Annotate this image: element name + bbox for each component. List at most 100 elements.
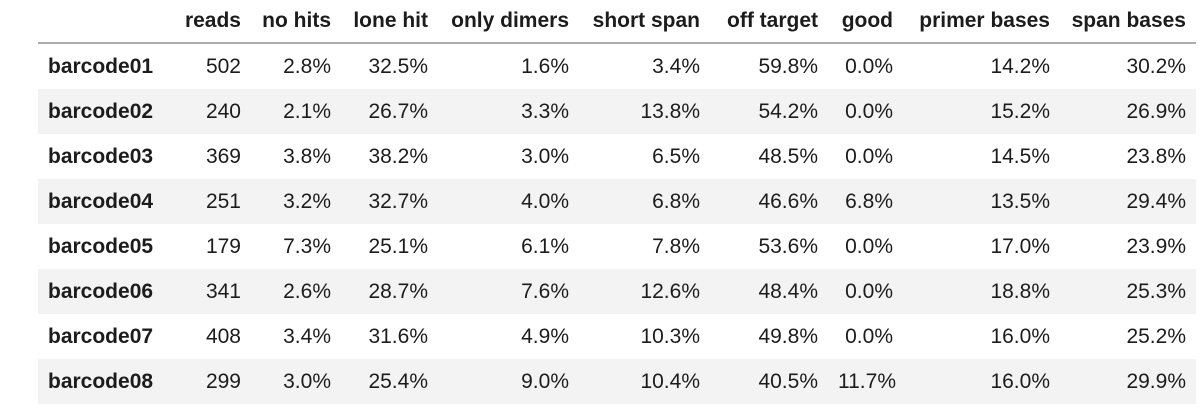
cell-only-dimers: 6.1% (521, 235, 569, 258)
cell-reads: 341 (205, 280, 241, 303)
cell-good: 0.0% (845, 235, 893, 258)
cell-short-span: 12.6% (640, 280, 700, 303)
cell-primer-bases: 14.5% (990, 145, 1050, 168)
cell-lone-hit: 26.7% (368, 100, 428, 123)
column-header-reads: reads (158, 0, 251, 44)
cell-only-dimers: 9.0% (521, 370, 569, 393)
table-row-barcode06: barcode06 341 2.6% 28.7% 7.6% 12.6% 48.4% 0.0% 1… (38, 269, 1196, 314)
header-row: reads no hits lone hit only dimers short spa… (38, 0, 1196, 44)
cell-primer-bases: 17.0% (990, 235, 1050, 258)
cell-only-dimers: 1.6% (521, 55, 569, 78)
cell-no-hits: 3.4% (283, 325, 331, 348)
cell-primer-bases: 16.0% (990, 325, 1050, 348)
cell-span-bases: 25.3% (1126, 280, 1186, 303)
cell-only-dimers: 3.3% (521, 100, 569, 123)
cell-span-bases: 23.9% (1126, 235, 1186, 258)
cell-off-target: 48.4% (758, 280, 818, 303)
column-header-off-target: off target (710, 0, 828, 44)
cell-reads: 408 (205, 325, 241, 348)
row-index-label: barcode02 (48, 100, 154, 123)
cell-good: 0.0% (845, 55, 893, 78)
cell-good: 0.0% (845, 280, 893, 303)
cell-span-bases: 23.8% (1126, 145, 1186, 168)
cell-lone-hit: 28.7% (368, 280, 428, 303)
table-row-barcode08: barcode08 299 3.0% 25.4% 9.0% 10.4% 40.5% 11.7%… (38, 359, 1196, 404)
cell-off-target: 54.2% (758, 100, 818, 123)
cell-span-bases: 29.9% (1126, 370, 1186, 393)
column-header-lone-hit: lone hit (341, 0, 438, 44)
row-index-label: barcode07 (48, 325, 154, 348)
cell-lone-hit: 32.5% (368, 55, 428, 78)
cell-lone-hit: 25.4% (368, 370, 428, 393)
column-header-no-hits: no hits (251, 0, 341, 44)
cell-lone-hit: 25.1% (368, 235, 428, 258)
cell-reads: 240 (205, 100, 241, 123)
cell-reads: 251 (205, 190, 241, 213)
cell-short-span: 3.4% (652, 55, 700, 78)
cell-short-span: 10.3% (640, 325, 700, 348)
table-row-barcode03: barcode03 369 3.8% 38.2% 3.0% 6.5% 48.5% 0.0% 14… (38, 134, 1196, 179)
cell-good: 0.0% (845, 100, 893, 123)
cell-short-span: 6.8% (652, 190, 700, 213)
column-header-primer-bases: primer bases (903, 0, 1060, 44)
index-column-header (38, 0, 158, 44)
barcode-summary-table: reads no hits lone hit only dimers short spa… (38, 0, 1196, 404)
cell-off-target: 48.5% (758, 145, 818, 168)
cell-span-bases: 30.2% (1126, 55, 1186, 78)
cell-span-bases: 26.9% (1126, 100, 1186, 123)
cell-only-dimers: 4.0% (521, 190, 569, 213)
row-index-label: barcode04 (48, 190, 154, 213)
cell-no-hits: 7.3% (283, 235, 331, 258)
cell-lone-hit: 32.7% (368, 190, 428, 213)
cell-no-hits: 3.2% (283, 190, 331, 213)
column-header-good: good (828, 0, 903, 44)
cell-off-target: 49.8% (758, 325, 818, 348)
column-header-short-span: short span (579, 0, 710, 44)
cell-off-target: 40.5% (758, 370, 818, 393)
cell-good: 6.8% (845, 190, 893, 213)
cell-short-span: 6.5% (652, 145, 700, 168)
cell-primer-bases: 16.0% (990, 370, 1050, 393)
cell-no-hits: 3.8% (283, 145, 331, 168)
cell-short-span: 13.8% (640, 100, 700, 123)
cell-no-hits: 3.0% (283, 370, 331, 393)
cell-primer-bases: 13.5% (990, 190, 1050, 213)
table-body: barcode01 502 2.8% 32.5% 1.6% 3.4% 59.8% 0.0% 14… (38, 43, 1196, 404)
table-row-barcode04: barcode04 251 3.2% 32.7% 4.0% 6.8% 46.6% 6.8% 13… (38, 179, 1196, 224)
cell-reads: 369 (205, 145, 241, 168)
cell-span-bases: 29.4% (1126, 190, 1186, 213)
cell-only-dimers: 7.6% (521, 280, 569, 303)
row-index-label: barcode01 (48, 55, 154, 78)
cell-reads: 179 (205, 235, 241, 258)
cell-lone-hit: 38.2% (368, 145, 428, 168)
row-index-label: barcode03 (48, 145, 154, 168)
cell-good: 11.7% (838, 370, 896, 393)
cell-good: 0.0% (845, 325, 893, 348)
table-row-barcode02: barcode02 240 2.1% 26.7% 3.3% 13.8% 54.2% 0.0% 1… (38, 89, 1196, 134)
column-header-span-bases: span bases (1060, 0, 1196, 44)
table-row-barcode07: barcode07 408 3.4% 31.6% 4.9% 10.3% 49.8% 0.0% 1… (38, 314, 1196, 359)
cell-off-target: 53.6% (758, 235, 818, 258)
row-index-label: barcode08 (48, 370, 154, 393)
cell-primer-bases: 18.8% (990, 280, 1050, 303)
cell-primer-bases: 15.2% (990, 100, 1050, 123)
cell-span-bases: 25.2% (1126, 325, 1186, 348)
cell-no-hits: 2.8% (283, 55, 331, 78)
cell-short-span: 7.8% (652, 235, 700, 258)
cell-reads: 502 (205, 55, 241, 78)
cell-off-target: 59.8% (758, 55, 818, 78)
cell-off-target: 46.6% (758, 190, 818, 213)
cell-primer-bases: 14.2% (990, 55, 1050, 78)
cell-short-span: 10.4% (640, 370, 700, 393)
cell-good: 0.0% (845, 145, 893, 168)
cell-reads: 299 (205, 370, 241, 393)
cell-only-dimers: 4.9% (521, 325, 569, 348)
row-index-label: barcode06 (48, 280, 154, 303)
table-row-barcode01: barcode01 502 2.8% 32.5% 1.6% 3.4% 59.8% 0.0% 14… (38, 43, 1196, 89)
table-row-barcode05: barcode05 179 7.3% 25.1% 6.1% 7.8% 53.6% 0.0% 17… (38, 224, 1196, 269)
row-index-label: barcode05 (48, 235, 154, 258)
cell-only-dimers: 3.0% (521, 145, 569, 168)
cell-no-hits: 2.1% (283, 100, 331, 123)
cell-lone-hit: 31.6% (368, 325, 428, 348)
cell-no-hits: 2.6% (283, 280, 331, 303)
